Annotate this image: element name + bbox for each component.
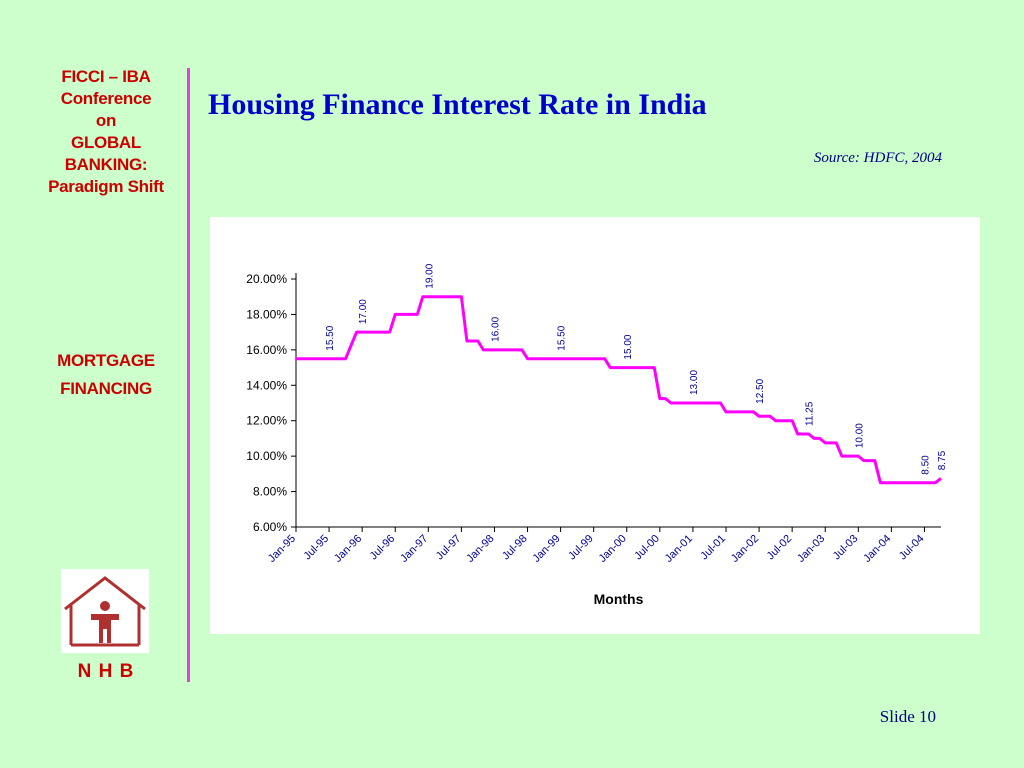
data-label: 15.50 [557, 325, 568, 350]
y-tick-label: 18.00% [246, 307, 287, 321]
x-tick-label: Jul-01 [698, 533, 728, 563]
data-label: 15.50 [325, 325, 336, 350]
y-tick-label: 10.00% [246, 449, 287, 463]
y-tick-label: 16.00% [246, 343, 287, 357]
x-tick-label: Jan-00 [597, 533, 629, 565]
x-tick-label: Jan-01 [663, 533, 695, 565]
house-person-icon [64, 576, 146, 647]
x-tick-label: Jan-98 [464, 533, 496, 565]
y-tick-label: 6.00% [253, 520, 287, 534]
x-tick-label: Jan-04 [861, 533, 893, 565]
chart-panel: 6.00% 8.00% 10.00% 12.00% 14.00% 16.00% 18.00%… [210, 217, 980, 634]
x-tick-label: Jul-98 [500, 533, 530, 563]
nhb-logo [61, 569, 149, 653]
vertical-divider [187, 68, 190, 682]
data-label: 13.00 [689, 370, 700, 395]
x-tick-label: Jul-03 [831, 533, 861, 563]
x-tick-label: Jul-99 [566, 533, 596, 563]
x-tick-label: Jul-95 [302, 533, 332, 563]
slide-title: Housing Finance Interest Rate in India [208, 88, 707, 121]
y-tick-label: 20.00% [246, 272, 287, 286]
y-tick-label: 8.00% [253, 485, 287, 499]
data-label: 12.50 [755, 378, 766, 403]
x-tick-label: Jan-99 [530, 533, 562, 565]
interest-rate-chart: 6.00% 8.00% 10.00% 12.00% 14.00% 16.00% 18.00%… [246, 263, 948, 607]
data-label: 16.00 [490, 316, 501, 341]
x-tick-label: Jan-96 [332, 533, 364, 565]
x-tick-label: Jan-95 [266, 533, 298, 565]
rate-series-line [296, 295, 942, 485]
data-label: 15.00 [623, 334, 634, 359]
conference-title: FICCI – IBA Conference on GLOBAL BANKING… [48, 67, 164, 196]
data-label: 8.75 [937, 450, 948, 470]
y-tick-label: 14.00% [246, 378, 287, 392]
x-tick-label: Jan-97 [398, 533, 430, 565]
x-tick-label: Jul-04 [897, 533, 927, 563]
x-tick-label: Jan-02 [729, 533, 761, 565]
x-tick-label: Jul-00 [632, 533, 662, 563]
logo-caption: N H B [77, 661, 135, 682]
topic-label: MORTGAGE FINANCING [57, 351, 155, 398]
data-label: 8.50 [920, 455, 931, 475]
y-tick-label: 12.00% [246, 414, 287, 428]
x-tick-label: Jul-02 [765, 533, 795, 563]
x-tick-label: Jul-96 [368, 533, 398, 563]
data-label: 19.00 [424, 263, 435, 288]
source-note: Source: HDFC, 2004 [813, 150, 942, 166]
slide-number: Slide 10 [879, 707, 936, 726]
x-axis-title: Months [594, 591, 644, 607]
x-tick-label: Jan-03 [795, 533, 827, 565]
data-label: 11.25 [805, 401, 816, 426]
x-tick-label: Jul-97 [434, 533, 464, 563]
data-label: 17.00 [358, 299, 369, 324]
data-label: 10.00 [854, 423, 865, 448]
